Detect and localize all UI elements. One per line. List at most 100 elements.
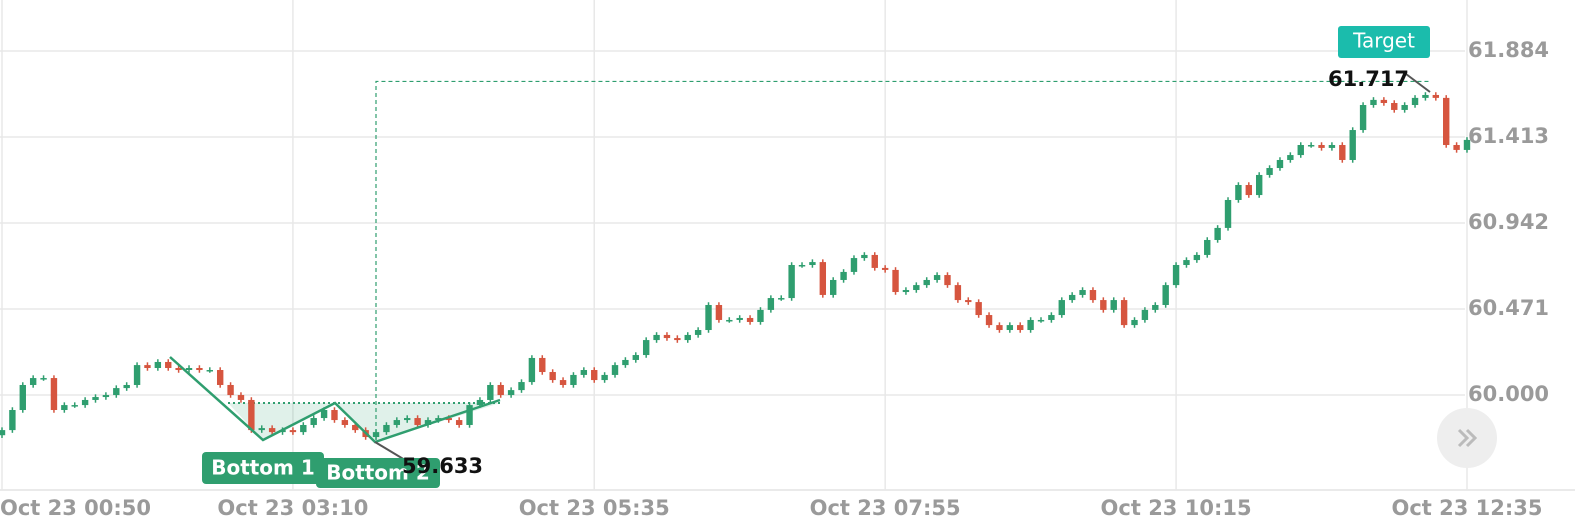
candle-body [1411, 97, 1419, 106]
candle-body [1193, 254, 1201, 261]
bottom1-badge [202, 452, 324, 484]
bottom2-badge [316, 458, 440, 488]
candle-body [227, 384, 234, 396]
candle-body [757, 309, 764, 322]
candle-body [1214, 227, 1221, 240]
candle-body [881, 267, 889, 270]
y-tick-label: 61.413 [1468, 124, 1549, 148]
candle-body [1359, 105, 1367, 131]
candle-body [206, 370, 213, 372]
candle-body [1235, 185, 1242, 200]
y-tick-label: 60.942 [1468, 210, 1549, 234]
candle-body [1391, 103, 1398, 110]
candle-body [580, 370, 588, 375]
candle-body [892, 269, 899, 293]
candle-body [372, 432, 380, 438]
candle-body [1048, 315, 1055, 320]
candle-body [268, 428, 276, 433]
candle-body [258, 428, 265, 431]
candle-body [954, 285, 962, 301]
candle-body [383, 424, 390, 433]
candle-body [1349, 130, 1356, 160]
candle-body [653, 334, 660, 341]
candle-body [1172, 264, 1180, 286]
candle-body [591, 370, 598, 381]
candle-body [1422, 94, 1429, 98]
candle-body [154, 361, 162, 369]
y-tick-label: 61.884 [1468, 38, 1549, 62]
candle-body [778, 298, 785, 300]
candle-body [1162, 285, 1169, 305]
candle-body [424, 420, 432, 425]
pattern-overlay: Bottom 1 Bottom 2 59.633 Target 61.717 [169, 26, 1431, 488]
target-badge [1338, 26, 1430, 58]
candle-body [788, 264, 795, 299]
candle-body [113, 388, 120, 396]
candle-body [871, 254, 878, 268]
x-tick-label: Oct 23 03:10 [217, 496, 368, 520]
candle-body [133, 365, 141, 385]
candle-body [466, 405, 473, 425]
target-pointer [1405, 73, 1431, 93]
candle-body [507, 390, 515, 396]
candle-body [1328, 145, 1336, 148]
scroll-button[interactable] [1437, 408, 1497, 468]
candle-body [1307, 145, 1315, 147]
candle-body [933, 275, 941, 280]
candle-body [1255, 174, 1263, 196]
candle-body [694, 330, 702, 335]
candle-body [1110, 300, 1117, 310]
candle-body [1131, 319, 1138, 326]
candle-body [1380, 99, 1388, 104]
candle-body [985, 315, 993, 326]
candle-body [102, 395, 110, 398]
candle-body [1204, 239, 1211, 255]
candle-body [1453, 145, 1460, 150]
candle-body [923, 279, 930, 286]
candle-body [549, 372, 556, 381]
candle-body [705, 304, 712, 331]
candle-body [611, 365, 619, 375]
candle-body [0, 430, 6, 436]
candle-body [601, 374, 608, 381]
candle-body [622, 359, 629, 366]
candle-body [850, 258, 858, 272]
pattern-line [169, 356, 501, 444]
candle-body [331, 410, 338, 421]
candle-body [414, 418, 421, 425]
candle-body [29, 378, 37, 385]
candle-body [570, 374, 577, 385]
candle-body [248, 399, 255, 431]
x-tick-label: Oct 23 05:35 [519, 496, 670, 520]
candle-body [1068, 294, 1076, 301]
candle-body [144, 365, 151, 369]
candle-body [798, 264, 806, 267]
candle-body [715, 304, 723, 320]
candle-body [1079, 290, 1086, 295]
candle-body [819, 262, 827, 295]
x-tick-label: Oct 23 10:15 [1101, 496, 1252, 520]
low-value: 59.633 [402, 454, 483, 478]
bottom1-label: Bottom 1 [211, 456, 315, 480]
candle-body [726, 319, 733, 322]
candle-body [1100, 300, 1107, 310]
candle-body [320, 410, 328, 419]
candle-body [830, 279, 837, 295]
low-pointer [374, 441, 406, 461]
pattern-fill [228, 403, 335, 440]
y-tick-label: 60.471 [1468, 296, 1549, 320]
candle-body [528, 357, 536, 383]
candle-body [1432, 94, 1440, 98]
x-tick-label: Oct 23 07:55 [810, 496, 961, 520]
candle-body [559, 380, 567, 385]
candle-body [341, 420, 349, 425]
candle-body [196, 368, 203, 371]
candle-body [674, 338, 681, 341]
scroll-icon[interactable] [1457, 428, 1478, 448]
candle-body [1037, 319, 1045, 322]
candle-body [1089, 290, 1097, 301]
candle-body [767, 298, 775, 310]
candle-body [1183, 260, 1190, 265]
candle-body [632, 355, 639, 360]
candle-body [1245, 185, 1252, 196]
